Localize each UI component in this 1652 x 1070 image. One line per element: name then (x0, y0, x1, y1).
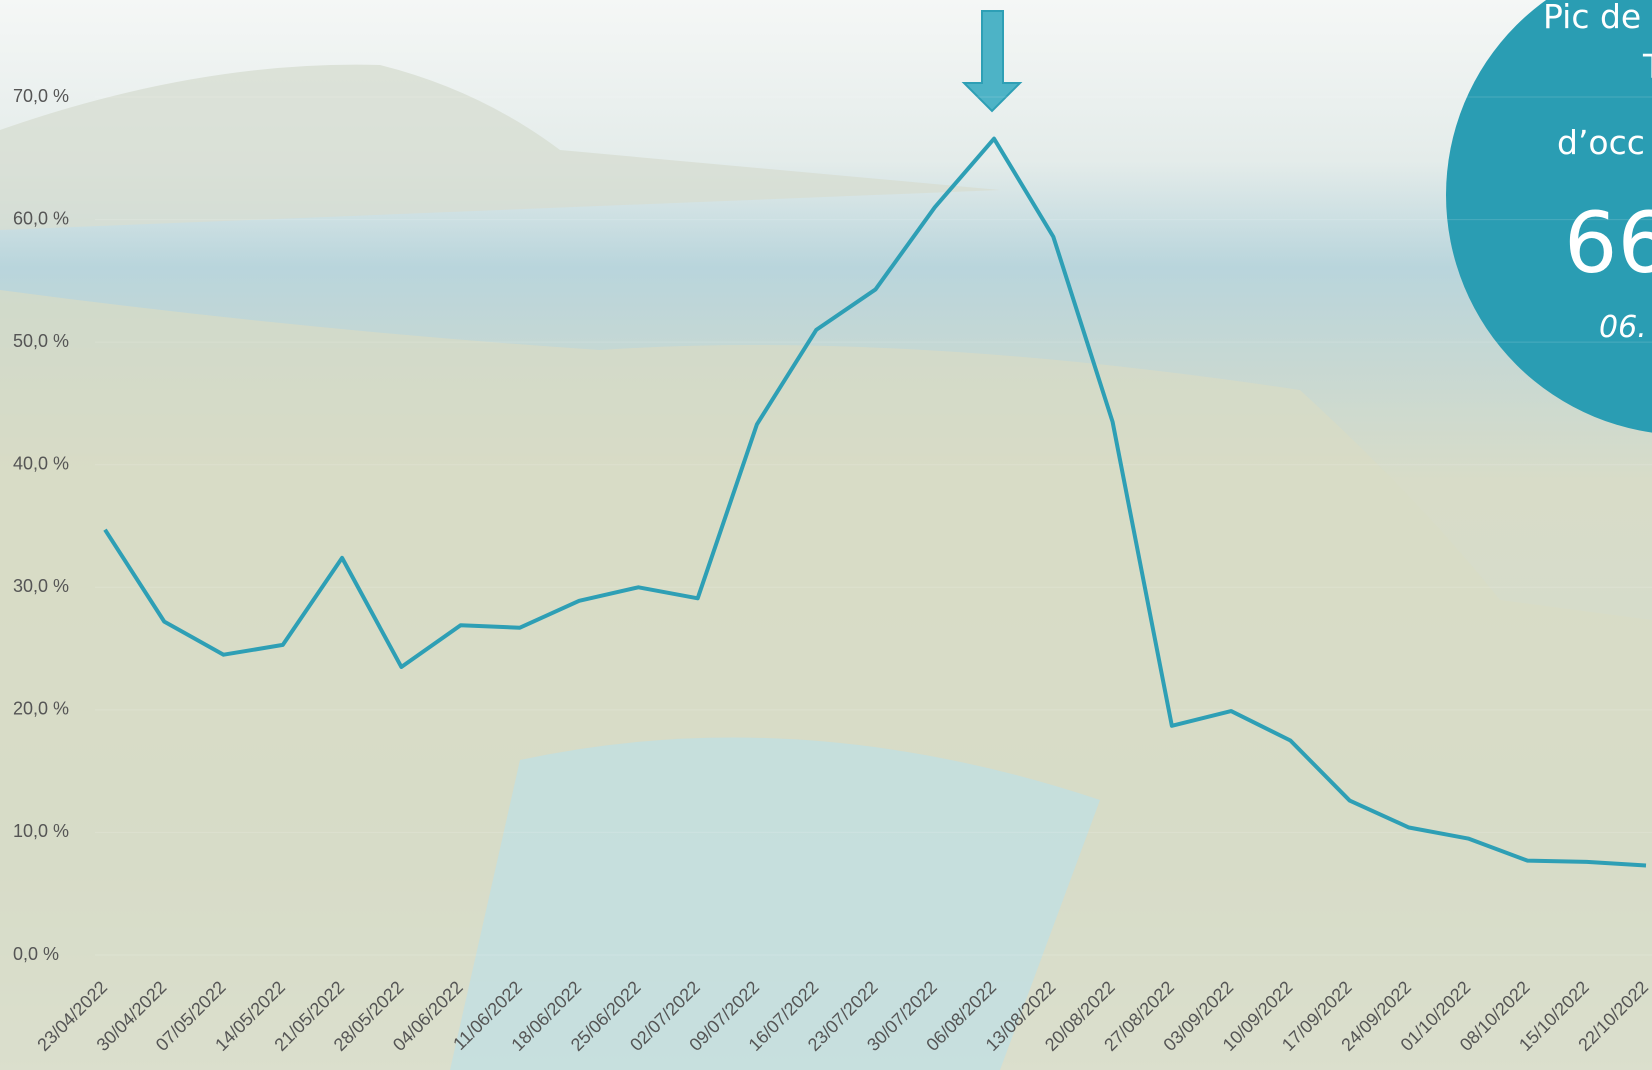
y-tick-label: 50,0 % (13, 331, 69, 351)
y-tick-label: 70,0 % (13, 86, 69, 106)
background-hill (0, 64, 1000, 231)
annotation-text: Pic de (1543, 0, 1641, 36)
line-series (103, 136, 1647, 868)
y-tick-label: 40,0 % (13, 453, 69, 473)
y-tick-label: 0,0 % (13, 944, 59, 964)
y-tick-label: 20,0 % (13, 699, 69, 719)
y-tick-label: 60,0 % (13, 208, 69, 228)
annotation-text: T (1642, 47, 1652, 86)
annotation-text: d’occ (1557, 123, 1645, 162)
annotation-text: 06. (1599, 310, 1647, 345)
background-bay (450, 737, 1100, 1070)
annotation-text: 66 (1564, 194, 1652, 292)
highlight-circle (1446, 0, 1652, 433)
background-coast (0, 290, 1652, 1070)
y-tick-label: 10,0 % (13, 821, 69, 841)
y-tick-label: 30,0 % (13, 576, 69, 596)
peak-arrow (961, 10, 1023, 113)
